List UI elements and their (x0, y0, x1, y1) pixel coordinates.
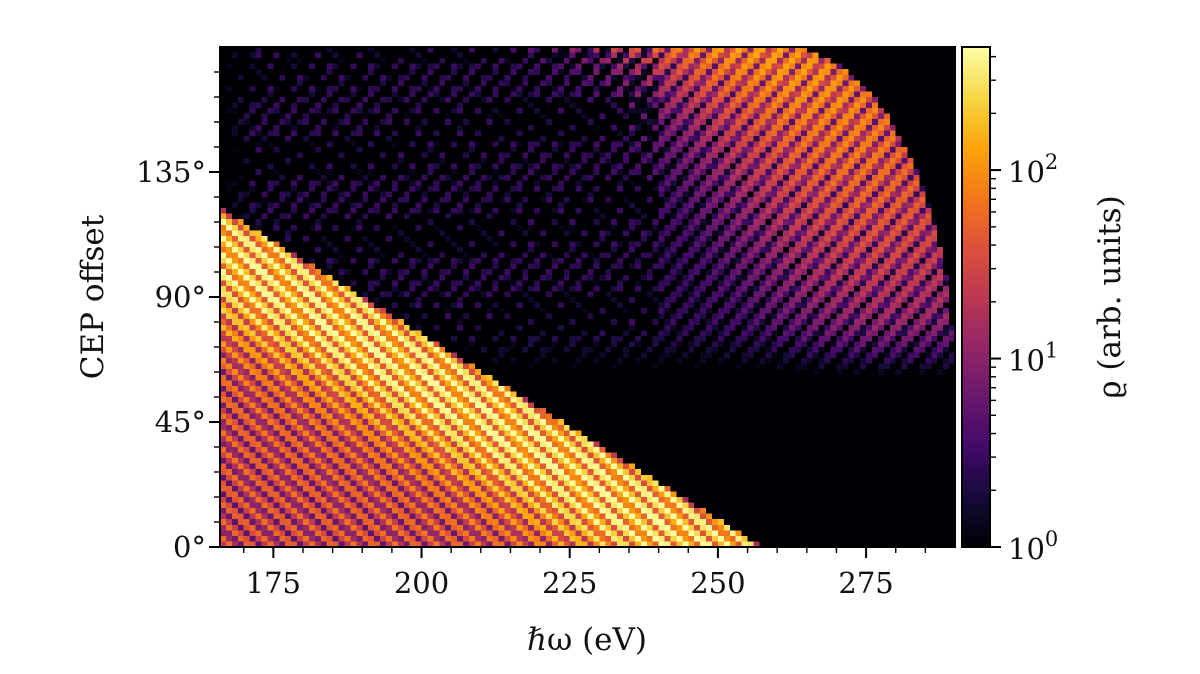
colorbar-tick-label: 102 (1008, 150, 1058, 189)
colorbar-tick-label: 100 (1008, 527, 1058, 566)
x-tick-label: 200 (394, 566, 449, 600)
x-axis-label: ℏω (eV) (527, 622, 647, 658)
colorbar-label: ϱ (arb. units) (1092, 195, 1128, 398)
x-tick-label: 275 (838, 566, 893, 600)
colorbar-tick-label: 101 (1008, 339, 1058, 378)
colorbar-gradient (962, 47, 990, 547)
y-axis-label: CEP offset (75, 214, 111, 379)
x-axis: 175 200 225 250 275 (243, 547, 927, 600)
y-tick-label: 90° (155, 280, 206, 314)
colorbar-axis: 100 101 102 (990, 55, 1058, 566)
x-tick-label: 225 (542, 566, 597, 600)
heatmap-area (219, 46, 956, 548)
y-tick-label: 0° (173, 530, 206, 564)
heatmap-image (220, 47, 955, 547)
y-tick-label: 45° (155, 405, 206, 439)
y-tick-label: 135° (136, 155, 206, 189)
colorbar-frame (961, 46, 991, 548)
x-tick-label: 250 (690, 566, 745, 600)
colorbar: 100 101 102 (961, 46, 1058, 566)
x-tick-label: 175 (246, 566, 301, 600)
y-axis: 0° 45° 90° 135° (136, 71, 220, 564)
